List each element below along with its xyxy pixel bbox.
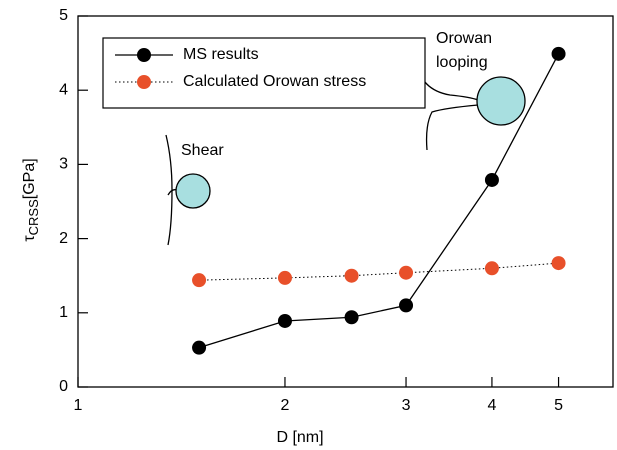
legend-marker <box>137 75 151 89</box>
x-tick-label: 3 <box>402 397 411 414</box>
legend-marker <box>137 48 151 62</box>
data-point <box>344 268 359 283</box>
data-point <box>277 313 292 328</box>
y-label-unit: [GPa] <box>21 158 38 199</box>
data-point <box>484 261 499 276</box>
y-axis-label: τCRSS[GPa] <box>21 158 41 241</box>
data-point <box>551 256 566 271</box>
y-label-symbol: τ <box>21 235 38 242</box>
svg-text:τCRSS[GPa]: τCRSS[GPa] <box>21 158 41 241</box>
y-tick-label: 4 <box>59 81 68 98</box>
y-tick-label: 1 <box>59 304 68 321</box>
data-point <box>192 273 207 288</box>
legend-box <box>102 37 426 109</box>
data-point <box>344 310 359 325</box>
data-point <box>192 340 207 355</box>
x-tick-label: 5 <box>554 397 563 414</box>
data-point <box>277 270 292 285</box>
orowan-particle <box>476 76 526 126</box>
y-tick-label: 2 <box>59 230 68 247</box>
y-tick-label: 5 <box>59 7 68 24</box>
data-point <box>399 298 414 313</box>
shear-particle <box>175 173 211 209</box>
legend-label: Calculated Orowan stress <box>183 73 366 90</box>
data-point <box>484 172 499 187</box>
x-axis-label: D [nm] <box>276 429 323 446</box>
annotation: looping <box>436 54 488 71</box>
y-tick-label: 3 <box>59 156 68 173</box>
annotation: Orowan <box>436 30 492 47</box>
annotation: Shear <box>181 142 224 159</box>
y-label-subscript: CRSS <box>26 199 41 235</box>
plot-frame <box>77 15 614 388</box>
legend-label: MS results <box>183 46 259 63</box>
x-tick-label: 2 <box>281 397 290 414</box>
series-line <box>198 53 560 349</box>
data-point <box>399 265 414 280</box>
series-line <box>199 262 559 281</box>
x-tick-label: 4 <box>487 397 496 414</box>
y-tick-label: 0 <box>59 378 68 395</box>
x-tick-label: 1 <box>74 397 83 414</box>
data-point <box>551 46 566 61</box>
